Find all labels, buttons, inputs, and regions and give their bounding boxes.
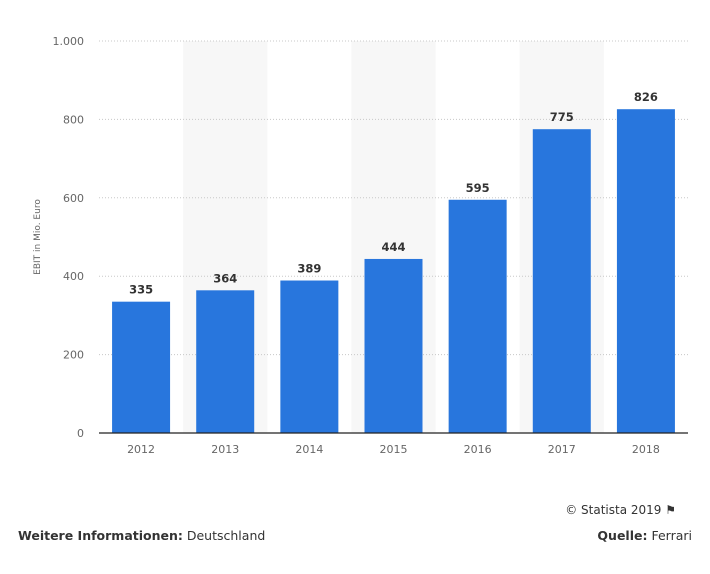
data-label: 389 [297,262,321,276]
y-tick-label: 200 [63,349,84,362]
x-tick-label: 2018 [632,443,660,456]
x-tick-label: 2012 [127,443,155,456]
data-label: 335 [129,283,153,297]
more-info-value[interactable]: Deutschland [186,528,266,543]
data-label: 826 [634,90,658,104]
source: Quelle: Ferrari [597,528,692,543]
bar [532,129,591,433]
source-label: Quelle: [597,528,648,543]
x-tick-label: 2017 [548,443,576,456]
copyright[interactable]: © Statista 2019 ⚑ [565,503,676,517]
x-tick-label: 2015 [380,443,408,456]
bar [112,301,171,433]
data-label: 444 [381,240,405,254]
bar [616,109,675,433]
y-tick-label: 600 [63,192,84,205]
bar [448,199,507,433]
flag-icon[interactable]: ⚑ [665,503,676,517]
data-label: 364 [213,271,237,285]
y-axis-label: EBIT in Mio. Euro [33,199,43,275]
data-label: 775 [550,110,574,124]
data-label: 595 [466,181,490,195]
source-value[interactable]: Ferrari [651,528,692,543]
y-tick-label: 0 [77,427,84,440]
copyright-text: © Statista 2019 [565,503,662,517]
x-tick-label: 2016 [464,443,492,456]
more-info-label: Weitere Informationen: [18,528,183,543]
x-tick-label: 2014 [295,443,323,456]
bar [196,290,255,433]
bar-chart: 0 200 400 600 800 1.000 EBIT in Mio. Euro 335 20… [33,35,688,456]
bar [364,258,423,433]
more-info: Weitere Informationen: Deutschland [18,528,265,543]
y-tick-label: 800 [63,113,84,126]
bar [280,280,339,433]
x-tick-label: 2013 [211,443,239,456]
y-tick-label: 400 [63,270,84,283]
y-tick-label: 1.000 [53,35,85,48]
